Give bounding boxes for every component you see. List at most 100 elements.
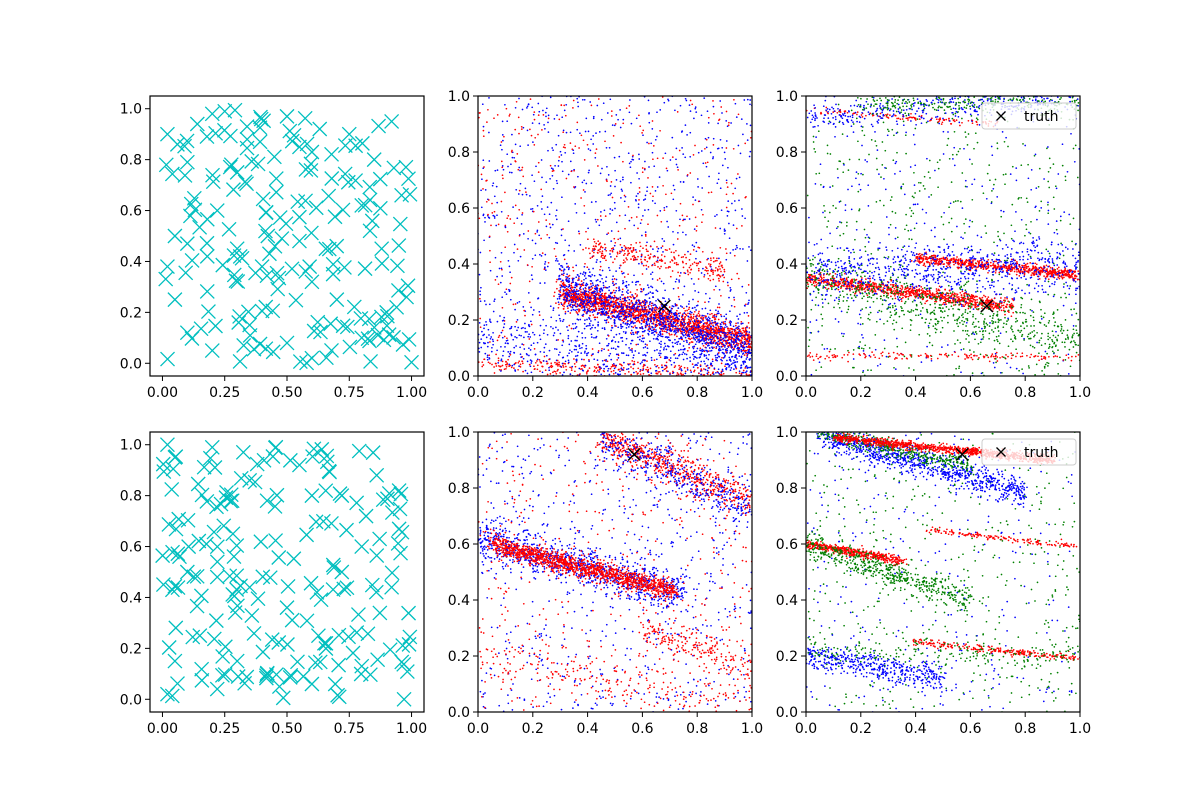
- scatter-point: [603, 359, 606, 362]
- scatter-point: [701, 342, 704, 345]
- scatter-point: [740, 364, 742, 367]
- scatter-point: [628, 111, 631, 114]
- scatter-point: [607, 303, 610, 305]
- scatter-point: [608, 354, 611, 357]
- scatter-point: [638, 187, 641, 189]
- scatter-point: [600, 349, 603, 352]
- scatter-point: [501, 336, 504, 339]
- scatter-point: [637, 227, 639, 230]
- scatter-point: [552, 371, 554, 374]
- scatter-point: [562, 292, 565, 295]
- scatter-point: [167, 292, 183, 308]
- scatter-point: [636, 172, 638, 174]
- scatter-point: [605, 286, 608, 289]
- scatter-point: [670, 316, 673, 318]
- scatter-point: [719, 261, 722, 263]
- scatter-point: [562, 293, 565, 296]
- scatter-point: [704, 307, 707, 310]
- scatter-point: [551, 170, 554, 172]
- scatter-point: [676, 313, 678, 316]
- scatter-point: [514, 325, 516, 328]
- scatter-point: [705, 354, 707, 357]
- scatter-point: [691, 327, 693, 329]
- scatter-point: [697, 312, 700, 315]
- scatter-point: [606, 233, 608, 236]
- scatter-point: [481, 330, 483, 333]
- scatter-point: [303, 225, 319, 241]
- scatter-point: [507, 259, 510, 262]
- scatter-point: [515, 100, 518, 103]
- scatter-point: [705, 339, 708, 341]
- scatter-point: [494, 256, 497, 259]
- scatter-point: [700, 272, 703, 274]
- scatter-point: [574, 301, 577, 304]
- scatter-point: [595, 279, 598, 282]
- scatter-point: [478, 273, 481, 276]
- scatter-point: [586, 143, 589, 146]
- scatter-point: [705, 323, 708, 325]
- scatter-point: [584, 336, 587, 339]
- scatter-point: [572, 304, 574, 307]
- scatter-point: [732, 147, 735, 150]
- scatter-point: [724, 346, 726, 348]
- scatter-point: [612, 280, 614, 283]
- scatter-point: [577, 175, 579, 178]
- scatter-point: [627, 292, 629, 295]
- scatter-point: [594, 156, 597, 159]
- scatter-point: [635, 308, 638, 310]
- scatter-point: [608, 315, 610, 318]
- scatter-point: [630, 122, 633, 125]
- scatter-point: [680, 368, 682, 370]
- scatter-point: [605, 276, 608, 278]
- scatter-point: [620, 188, 623, 191]
- scatter-point: [678, 224, 681, 227]
- scatter-point: [595, 286, 598, 288]
- scatter-point: [617, 297, 619, 300]
- scatter-point: [199, 129, 215, 145]
- scatter-point: [483, 300, 486, 302]
- scatter-point: [514, 128, 517, 131]
- scatter-point: [656, 319, 659, 321]
- scatter-point: [656, 111, 658, 114]
- scatter-point: [692, 322, 695, 324]
- scatter-point: [586, 311, 588, 314]
- scatter-point: [534, 254, 537, 257]
- scatter-point: [693, 245, 696, 248]
- scatter-point: [581, 342, 584, 345]
- scatter-point: [659, 129, 661, 132]
- scatter-point: [623, 303, 626, 306]
- scatter-point: [709, 338, 712, 341]
- scatter-point: [559, 372, 561, 374]
- scatter-point: [683, 340, 685, 343]
- scatter-point: [232, 249, 248, 264]
- scatter-point: [629, 349, 632, 351]
- scatter-point: [579, 298, 582, 301]
- scatter-point: [664, 262, 666, 264]
- scatter-point: [366, 152, 382, 168]
- scatter-point: [653, 319, 656, 321]
- scatter-point: [717, 178, 720, 181]
- scatter-point: [741, 336, 743, 339]
- scatter-point: [726, 362, 729, 365]
- scatter-point: [553, 295, 555, 297]
- scatter-point: [492, 310, 495, 313]
- scatter-point: [641, 369, 644, 372]
- scatter-point: [728, 296, 730, 299]
- scatter-point: [538, 310, 541, 313]
- scatter-point: [704, 162, 707, 164]
- scatter-point: [533, 118, 536, 121]
- scatter-point: [693, 283, 695, 285]
- scatter-point: [642, 340, 645, 343]
- scatter-point: [529, 349, 532, 351]
- scatter-point: [565, 131, 568, 134]
- scatter-point: [575, 361, 578, 363]
- scatter-point: [730, 122, 732, 124]
- scatter-point: [701, 327, 703, 330]
- scatter-point: [608, 310, 610, 312]
- scatter-point: [487, 199, 490, 201]
- scatter-point: [481, 365, 484, 368]
- scatter-point: [229, 164, 245, 180]
- scatter-point: [704, 137, 707, 140]
- scatter-point: [715, 314, 718, 316]
- scatter-point: [691, 363, 694, 365]
